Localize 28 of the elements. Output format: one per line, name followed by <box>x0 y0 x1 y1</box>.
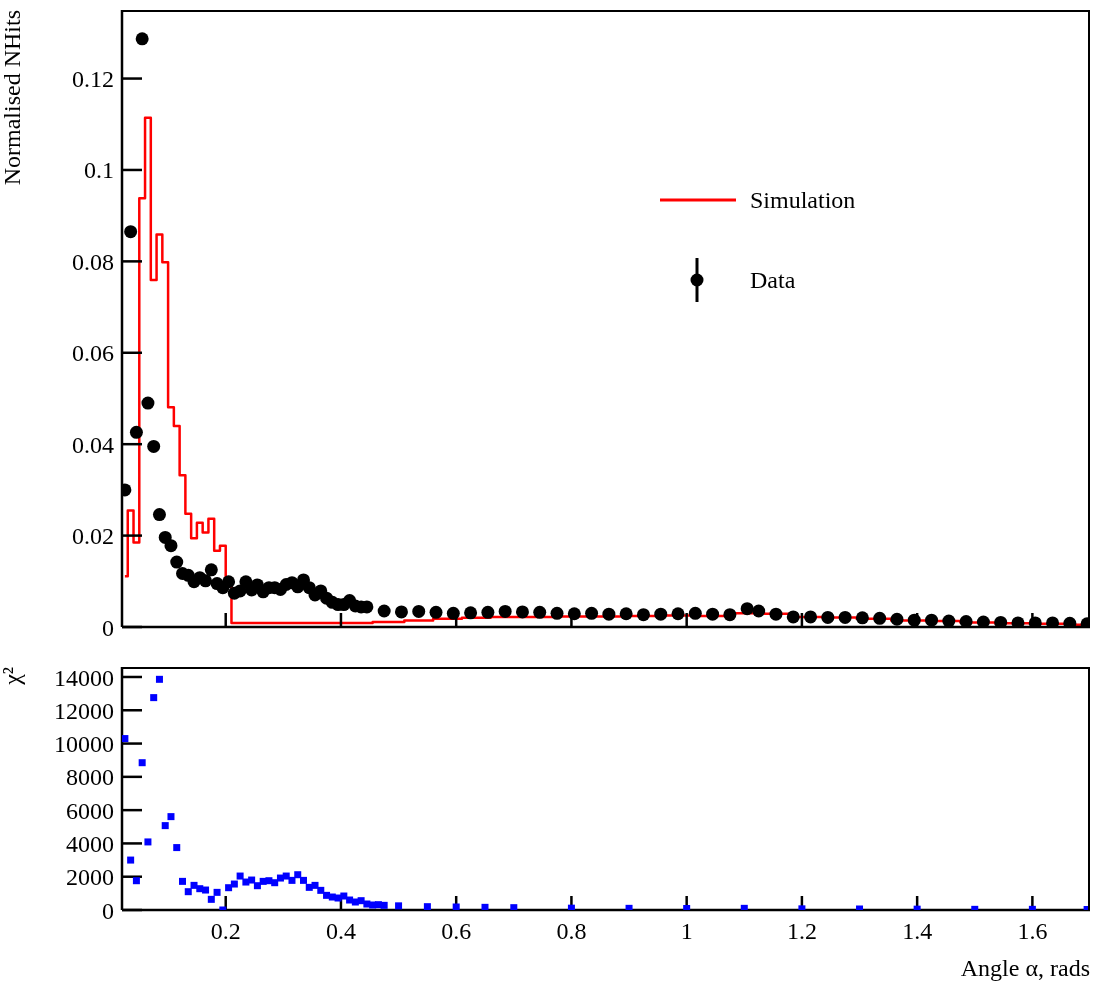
y-tick-label: 14000 <box>54 664 114 691</box>
x-tick-label: 1.2 <box>786 918 817 945</box>
y-axis-title: χ² <box>0 667 25 686</box>
y-tick-label: 0.02 <box>72 523 114 550</box>
x-tick-label: 1 <box>680 918 693 945</box>
y-tick-label: 0.04 <box>72 431 114 458</box>
y-tick-label: 4000 <box>66 830 114 857</box>
y-tick-label: 0 <box>102 897 114 924</box>
y-tick-label: 6000 <box>66 797 114 824</box>
y-tick-label: 10000 <box>54 731 114 758</box>
x-tick-label: 0.4 <box>325 918 356 945</box>
x-tick-label: 1.6 <box>1017 918 1048 945</box>
x-tick-label: 1.4 <box>902 918 933 945</box>
y-tick-label: 2000 <box>66 864 114 891</box>
y-tick-label: 0.1 <box>84 157 114 184</box>
y-axis-title: Normalised NHits <box>0 10 25 186</box>
y-tick-label: 0 <box>102 614 114 641</box>
x-tick-label: 0.6 <box>441 918 472 945</box>
x-tick-label: 0.8 <box>556 918 587 945</box>
y-tick-label: 0.12 <box>72 66 114 93</box>
y-tick-label: 8000 <box>66 764 114 791</box>
legend-label: Simulation <box>750 186 856 214</box>
legend-label: Data <box>750 266 796 294</box>
y-tick-label: 0.08 <box>72 248 114 275</box>
x-tick-label: 0.2 <box>210 918 241 945</box>
x-axis-title: Angle α, rads <box>960 955 1090 981</box>
y-tick-label: 0.06 <box>72 340 114 367</box>
y-tick-label: 12000 <box>54 697 114 724</box>
